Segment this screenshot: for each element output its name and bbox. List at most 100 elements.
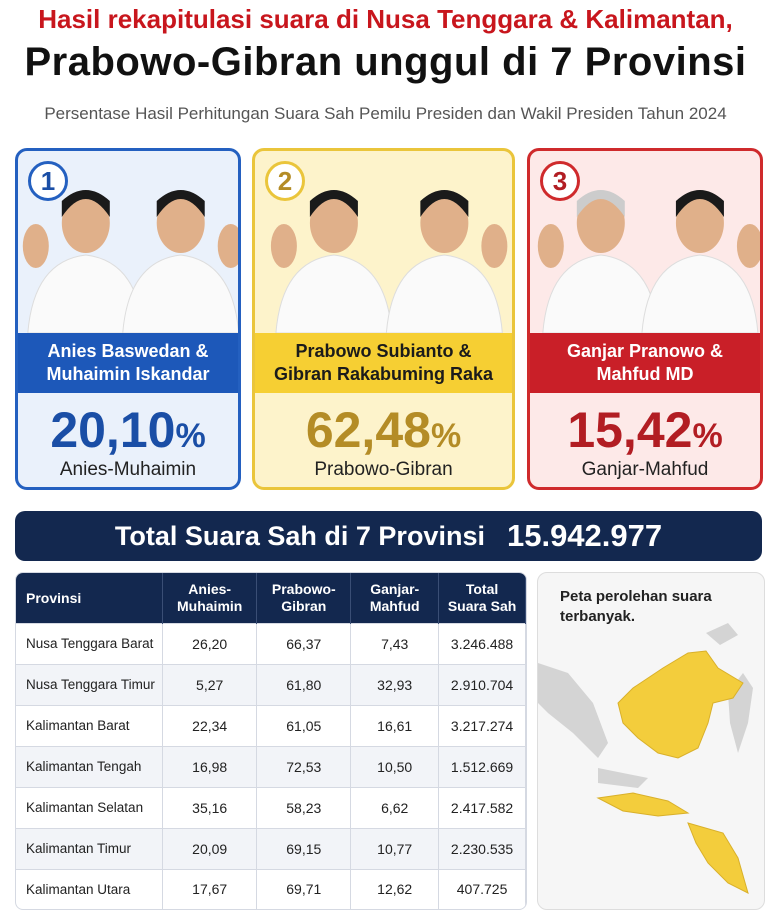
column-header: Ganjar- Mahfud xyxy=(350,573,440,624)
table-row: Kalimantan Timur 20,09 69,15 10,77 2.230.535 xyxy=(16,827,526,870)
shirt xyxy=(122,254,238,333)
hand xyxy=(22,224,49,268)
face xyxy=(309,193,358,253)
percent-unit: % xyxy=(175,417,206,455)
province-cell: Kalimantan Utara xyxy=(16,868,164,909)
percentage: 20,10% xyxy=(18,401,238,459)
header-line: Ganjar- xyxy=(370,581,420,597)
percentage: 62,48% xyxy=(255,401,512,459)
value-cell: 3.217.274 xyxy=(438,704,526,747)
island-java xyxy=(598,768,648,788)
value-cell: 35,16 xyxy=(162,786,258,829)
candidate-card: 1 Anies Baswedan & Muhaimin Iskandar 20,10%… xyxy=(15,148,241,490)
shirt xyxy=(385,254,503,333)
region-ntt-east xyxy=(687,822,749,894)
table-row: Kalimantan Selatan 35,16 58,23 6,62 2.417.58… xyxy=(16,786,526,829)
value-cell: 2.417.582 xyxy=(438,786,526,829)
province-cell: Nusa Tenggara Timur xyxy=(16,663,164,706)
column-header: Anies- Muhaimin xyxy=(162,573,258,624)
face xyxy=(156,193,205,253)
column-header: Provinsi xyxy=(16,573,164,624)
value-cell: 69,71 xyxy=(256,868,352,909)
hand xyxy=(217,224,238,268)
province-cell: Kalimantan Tengah xyxy=(16,745,164,788)
table-row: Nusa Tenggara Barat 26,20 66,37 7,43 3.246.4… xyxy=(16,623,526,665)
percentage: 15,42% xyxy=(530,401,760,459)
value-cell: 69,15 xyxy=(256,827,352,870)
value-cell: 1.512.669 xyxy=(438,745,526,788)
province-cell: Kalimantan Timur xyxy=(16,827,164,870)
header-line: Gibran xyxy=(281,598,327,614)
percent-value: 15,42 xyxy=(567,402,693,458)
province-cell: Kalimantan Barat xyxy=(16,704,164,747)
total-label: Total Suara Sah di 7 Provinsi xyxy=(114,520,485,551)
hair xyxy=(420,190,469,217)
hair xyxy=(576,190,625,217)
province-cell: Kalimantan Selatan xyxy=(16,786,164,829)
value-cell: 7,43 xyxy=(350,623,440,665)
value-cell: 66,37 xyxy=(256,623,352,665)
candidate-name: Prabowo Subianto & xyxy=(295,341,472,361)
region-kalimantan xyxy=(617,650,744,759)
header-line: Total xyxy=(465,581,499,597)
subtitle: Persentase Hasil Perhitungan Suara Sah P… xyxy=(44,104,727,123)
total-value: 15.942.977 xyxy=(506,518,663,553)
map-panel: Peta perolehan suara terbanyak. xyxy=(537,572,765,910)
value-cell: 12,62 xyxy=(350,868,440,909)
value-cell: 17,67 xyxy=(162,868,258,909)
header-row: Provinsi Anies- Muhaimin Prabowo- Gibran Ganj… xyxy=(16,573,526,624)
name-band: Anies Baswedan & Muhaimin Iskandar xyxy=(18,333,238,393)
short-name: Anies-Muhaimin xyxy=(59,459,197,480)
value-cell: 32,93 xyxy=(350,663,440,706)
column-header: Prabowo- Gibran xyxy=(256,573,352,624)
percent-value: 20,10 xyxy=(50,402,176,458)
hair xyxy=(61,190,110,217)
header-line: Suara Sah xyxy=(447,598,517,614)
column-header: Total Suara Sah xyxy=(438,573,526,624)
value-cell: 2.230.535 xyxy=(438,827,526,870)
candidate-name: Gibran Rakabuming Raka xyxy=(273,364,494,384)
shirt xyxy=(542,254,660,333)
percent-value: 62,48 xyxy=(305,402,431,458)
value-cell: 2.910.704 xyxy=(438,663,526,706)
value-cell: 3.246.488 xyxy=(438,623,526,665)
hand xyxy=(270,224,297,268)
candidate-name: Muhaimin Iskandar xyxy=(46,364,210,384)
hair xyxy=(309,190,358,217)
candidate-name: Ganjar Pranowo & xyxy=(566,341,724,361)
candidate-number: 1 xyxy=(28,161,68,201)
candidate-number: 3 xyxy=(540,161,580,201)
results-table: Provinsi Anies- Muhaimin Prabowo- Gibran Ganj… xyxy=(15,572,527,910)
candidate-card: 3 Ganjar Pranowo & Mahfud MD 15,42% Ganjar-M… xyxy=(527,148,763,490)
candidate-name: Anies Baswedan & xyxy=(47,341,209,361)
table: Provinsi Anies- Muhaimin Prabowo- Gibran Ganj… xyxy=(16,573,526,909)
value-cell: 61,05 xyxy=(256,704,352,747)
name-band: Prabowo Subianto & Gibran Rakabuming Raka xyxy=(255,333,512,393)
header-line: Mahfud xyxy=(369,598,420,614)
island-sumatra xyxy=(538,663,608,758)
candidate-photo xyxy=(22,190,238,333)
value-cell: 22,34 xyxy=(162,704,258,747)
header-line: Muhaimin xyxy=(177,598,243,614)
value-cell: 61,80 xyxy=(256,663,352,706)
header-line: Anies- xyxy=(188,581,232,597)
face xyxy=(420,193,469,253)
name-band: Ganjar Pranowo & Mahfud MD xyxy=(530,333,760,393)
percent-unit: % xyxy=(692,417,723,455)
table-row: Nusa Tenggara Timur 5,27 61,80 32,93 2.910.7… xyxy=(16,663,526,706)
candidate-number: 2 xyxy=(265,161,305,201)
table-body: Nusa Tenggara Barat 26,20 66,37 7,43 3.246.4… xyxy=(16,623,526,909)
value-cell: 10,77 xyxy=(350,827,440,870)
value-cell: 26,20 xyxy=(162,623,258,665)
header-line: Provinsi xyxy=(26,589,82,606)
value-cell: 10,50 xyxy=(350,745,440,788)
hand xyxy=(736,224,760,268)
shirt xyxy=(641,254,759,333)
island-north xyxy=(706,623,738,645)
headline: Prabowo-Gibran unggul di 7 Provinsi xyxy=(24,40,747,84)
table-row: Kalimantan Barat 22,34 61,05 16,61 3.217.274 xyxy=(16,704,526,747)
candidate-card: 2 Prabowo Subianto & Gibran Rakabuming Rak… xyxy=(252,148,515,490)
value-cell: 407.725 xyxy=(438,868,526,909)
header-line: Prabowo- xyxy=(271,581,336,597)
region-ntb-ntt xyxy=(596,792,690,817)
